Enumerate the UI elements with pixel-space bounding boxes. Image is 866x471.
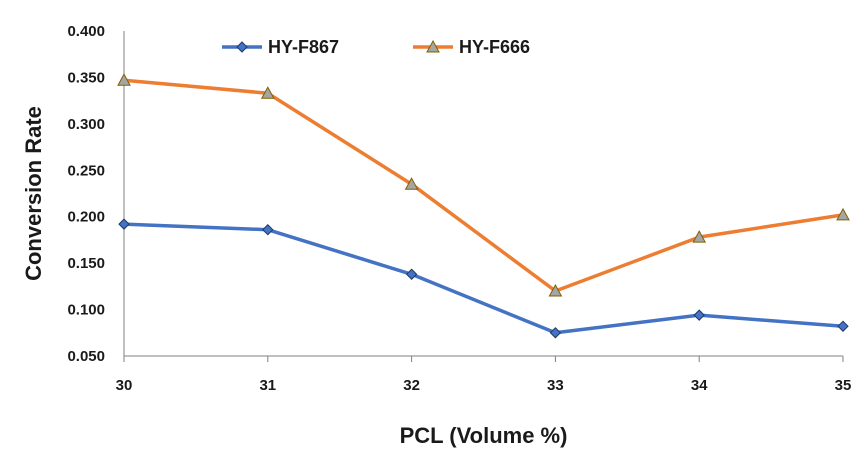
y-tick-label: 0.150 [67,255,105,272]
x-tick-label: 30 [116,377,133,394]
data-point [117,73,131,86]
y-tick-label: 0.350 [67,69,105,86]
data-point [693,309,705,321]
data-point [405,268,418,280]
data-point [260,86,275,99]
x-axis-title: PCL (Volume %) [400,423,568,448]
series-line [123,78,844,293]
y-tick-label: 0.400 [67,23,105,40]
data-point [262,224,274,236]
y-tick-label: 0.300 [67,116,105,133]
legend-marker [426,39,440,53]
legend: HY-F867 HY-F666 [222,37,530,57]
y-tick-label: 0.050 [67,348,105,365]
data-point [692,230,707,243]
y-tick-label: 0.100 [67,302,105,319]
legend-label: HY-F666 [459,37,530,57]
data-point [404,177,419,190]
legend-item: HY-F867 [222,37,339,57]
y-tick-label: 0.200 [67,209,105,226]
x-tick-label: 32 [403,377,420,394]
data-point [118,218,130,230]
data-point [548,283,563,297]
y-tick-labels: 0.050 0.100 0.150 0.200 0.250 0.300 0.350 0.400 [67,23,105,365]
x-tick-label: 34 [691,377,708,394]
y-tick-label: 0.250 [67,162,105,179]
data-point [836,207,850,221]
x-tick-label: 31 [259,377,276,394]
data-point [549,327,562,339]
series-hy-f867 [118,218,849,339]
data-point [837,320,849,332]
legend-marker [236,41,248,53]
x-tick-labels: 30 31 32 33 34 35 [116,356,852,394]
x-tick-label: 35 [835,377,852,394]
series-line [123,222,844,335]
x-tick-label: 33 [547,377,564,394]
legend-label: HY-F867 [268,37,339,57]
series-hy-f666 [117,73,850,297]
series-layer [117,73,850,339]
legend-item: HY-F666 [413,37,530,57]
y-axis-title: Conversion Rate [21,106,46,281]
axes [123,31,843,357]
